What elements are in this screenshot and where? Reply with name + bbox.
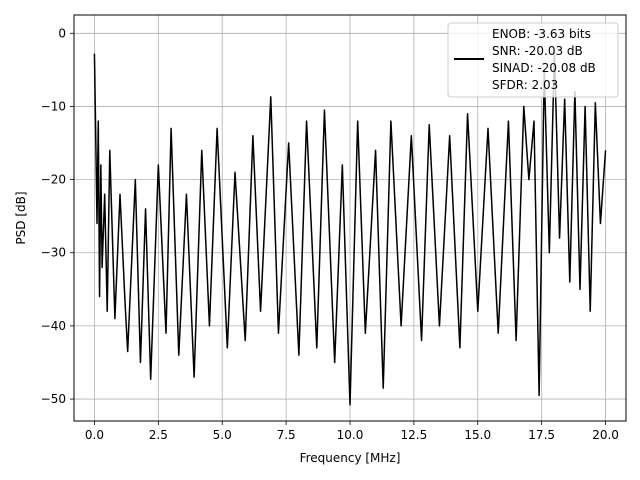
y-tick-label: −40 [41,319,66,333]
x-tick-label: 15.0 [464,428,491,442]
x-tick-label: 7.5 [277,428,296,442]
x-tick-label: 0.0 [85,428,104,442]
x-tick-label: 10.0 [337,428,364,442]
x-tick-label: 5.0 [213,428,232,442]
x-axis-label: Frequency [MHz] [300,451,401,465]
x-tick-label: 17.5 [528,428,555,442]
series-layer [93,50,607,406]
legend: ENOB: -3.63 bits SNR: -20.03 dB SINAD: -… [447,22,619,98]
y-axis-label: PSD [dB] [14,191,28,244]
legend-box [447,22,619,98]
y-axis: 0 −10 −20 −30 −40 −50 [41,26,74,406]
y-tick-label: 0 [58,26,66,40]
x-tick-label: 20.0 [592,428,619,442]
y-tick-label: −20 [41,173,66,187]
psd-series-line [93,50,607,406]
y-tick-label: −10 [41,99,66,113]
x-tick-label: 12.5 [401,428,428,442]
legend-snr: SNR: -20.03 dB [492,44,583,58]
x-tick-label: 2.5 [149,428,168,442]
y-tick-label: −50 [41,392,66,406]
legend-sfdr: SFDR: 2.03 [492,78,558,92]
y-tick-label: −30 [41,246,66,260]
x-axis: 0.0 2.5 5.0 7.5 10.0 12.5 15.0 17.5 20.0 [85,421,619,442]
legend-enob: ENOB: -3.63 bits [492,27,591,41]
legend-sinad: SINAD: -20.08 dB [492,61,596,75]
